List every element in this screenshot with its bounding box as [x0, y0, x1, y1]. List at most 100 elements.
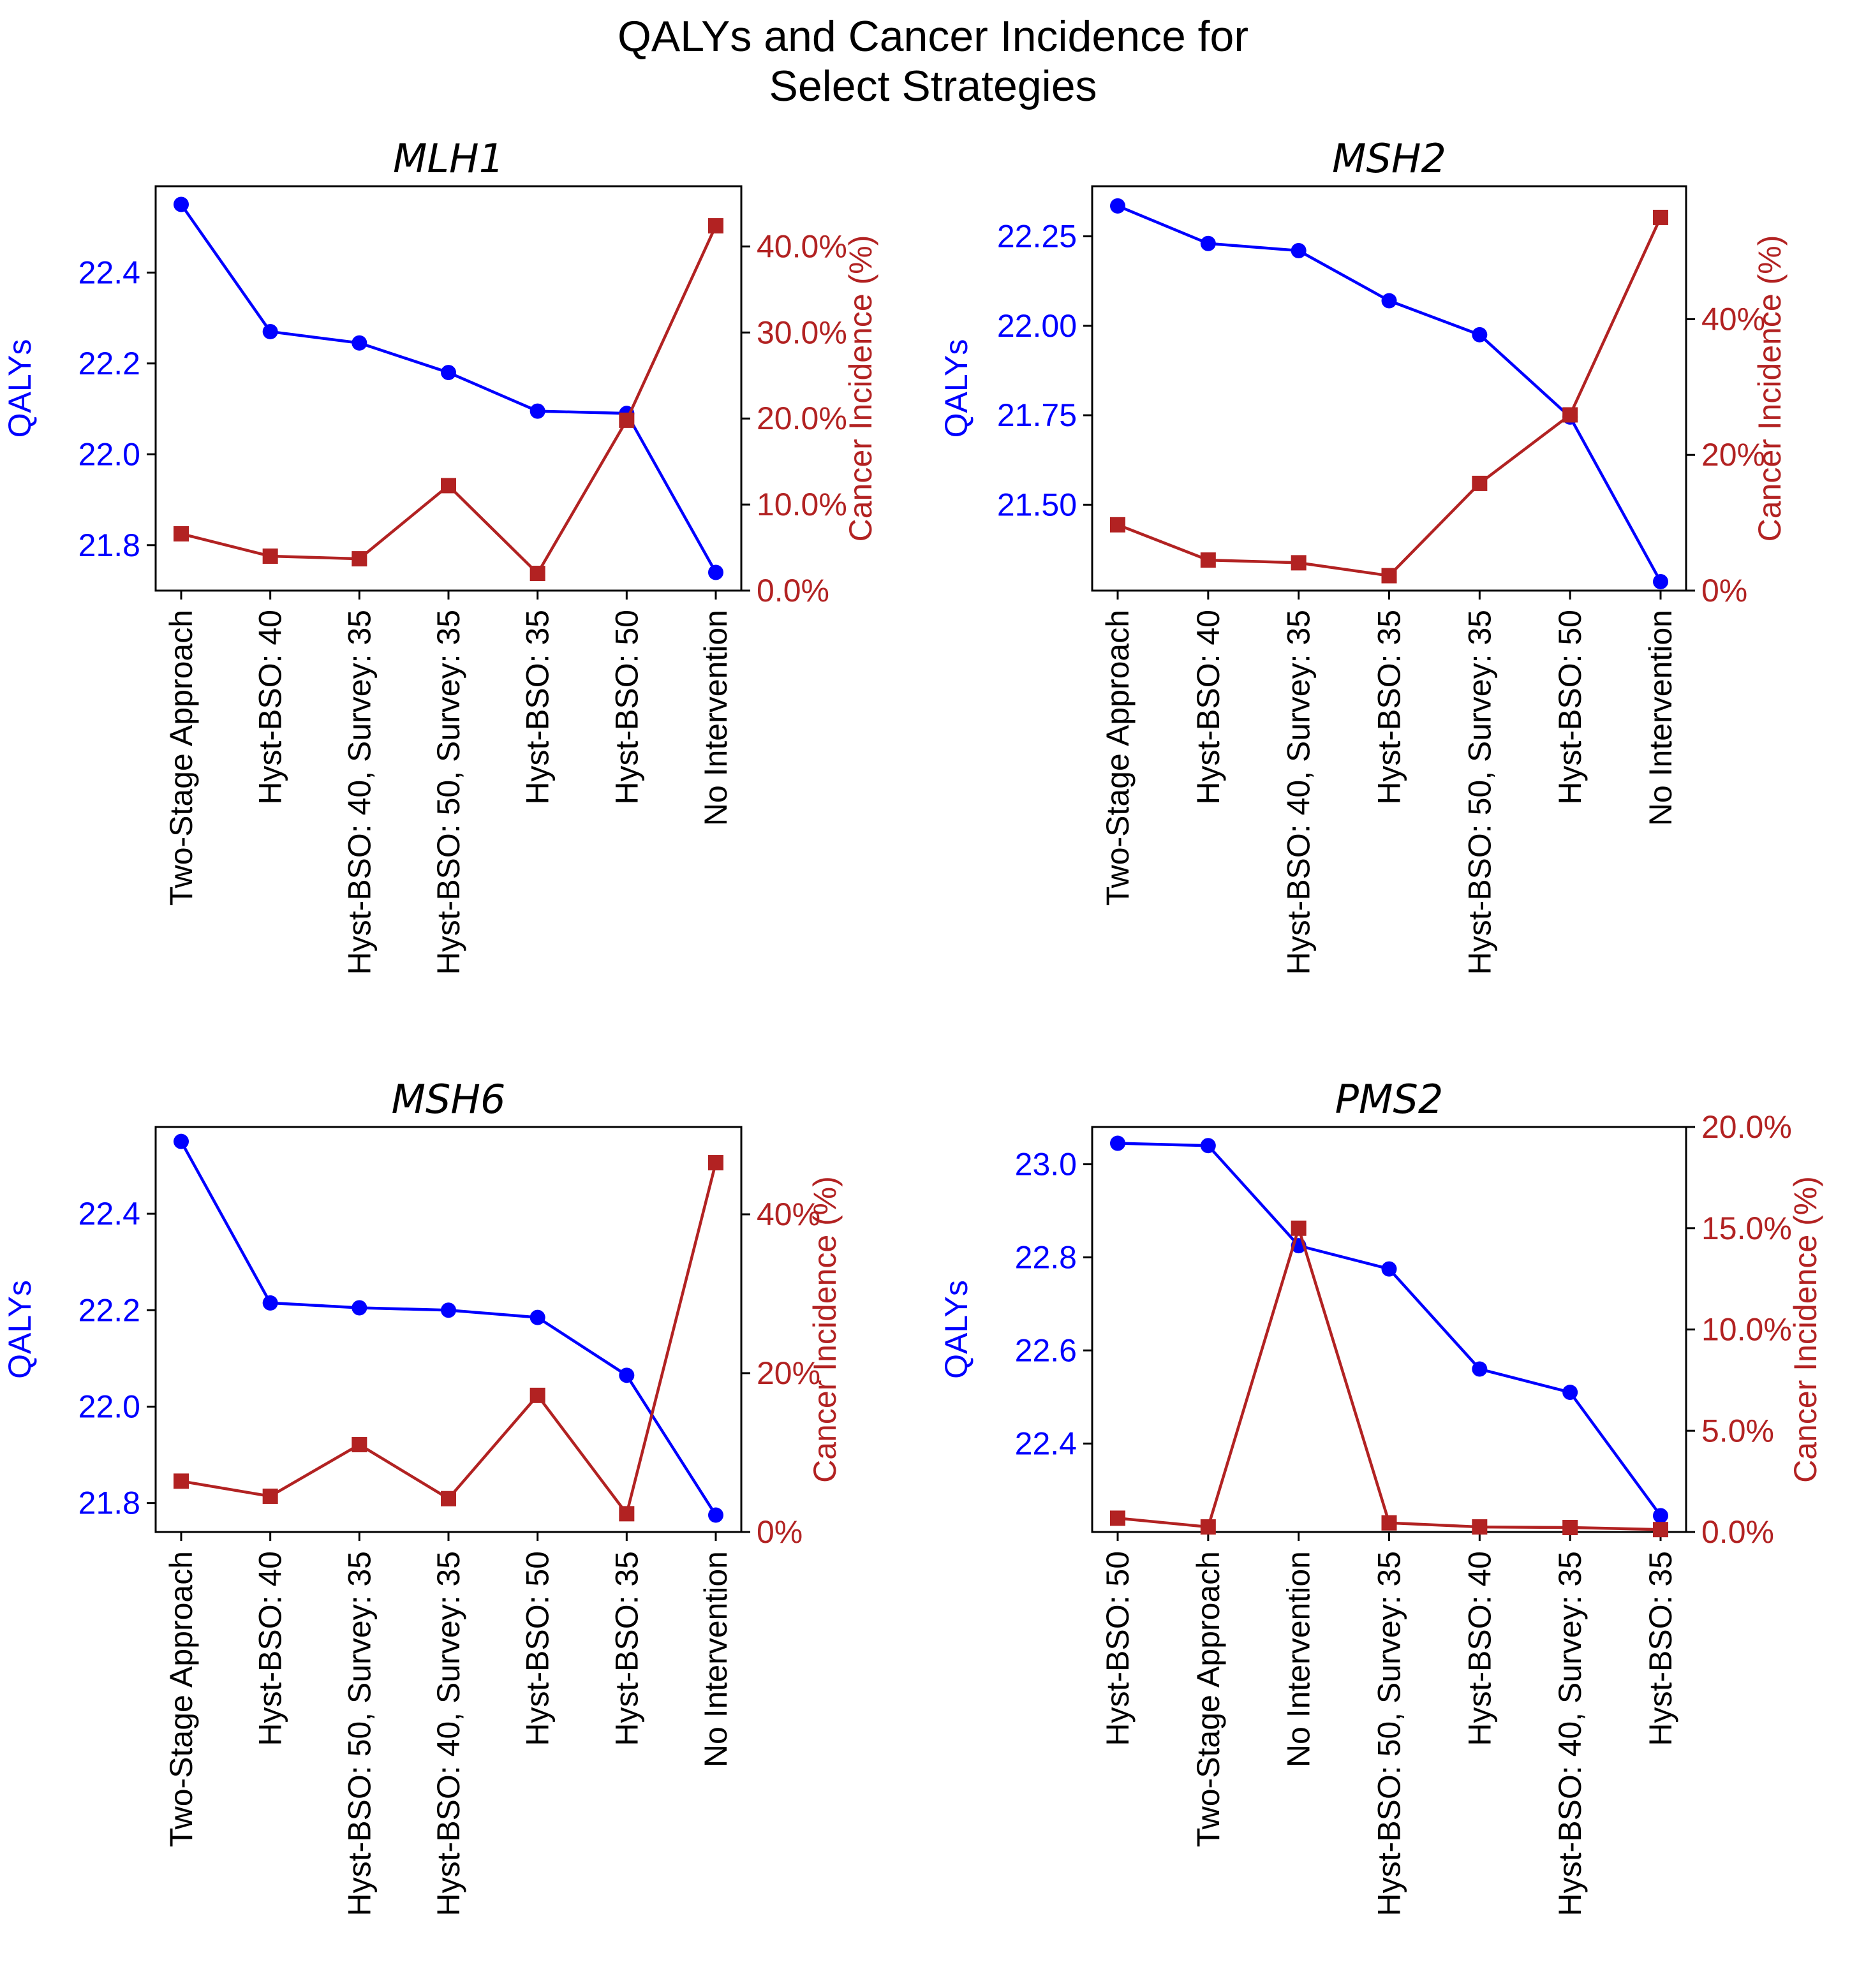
panel-title: MSH6: [392, 1076, 506, 1123]
x-tick-label: Hyst-BSO: 50, Survey: 35: [1462, 610, 1497, 975]
left-axis-label: QALYs: [2, 339, 38, 438]
cancer-point: [529, 1387, 545, 1403]
qaly-point: [1653, 573, 1668, 589]
left-tick-label: 22.00: [997, 308, 1077, 344]
cancer-point: [174, 526, 189, 541]
qaly-point: [1562, 1385, 1578, 1401]
qaly-point: [1381, 1261, 1397, 1277]
panel-pms2: PMS2 22.4 22.6 22.8 23.0 0.0% 5.0% 10.0% 15.0% 20…: [938, 1076, 1823, 1916]
cancer-series-line: [181, 225, 718, 575]
left-tick-label: 21.8: [78, 1485, 140, 1521]
qaly-point: [441, 365, 456, 381]
figure-title-line-1: QALYs and Cancer Incidence for: [617, 12, 1249, 61]
x-tick-label: Two-Stage Approach: [1190, 1551, 1226, 1847]
x-tick-label: Hyst-BSO: 40, Survey: 35: [431, 1551, 466, 1916]
cancer-point: [1291, 555, 1307, 571]
cancer-point: [619, 1506, 635, 1522]
x-tick-label: Hyst-BSO: 40, Survey: 35: [341, 610, 377, 975]
right-tick-label: 20%: [1701, 437, 1765, 473]
x-tick-label: Hyst-BSO: 50: [609, 610, 644, 805]
left-tick-label: 23.0: [1015, 1146, 1077, 1182]
left-tick-label: 21.50: [997, 487, 1077, 522]
cancer-point: [262, 1488, 278, 1504]
right-tick-label: 0.0%: [757, 573, 829, 608]
qaly-point: [174, 1133, 189, 1149]
right-tick-label: 15.0%: [1701, 1211, 1792, 1246]
cancer-point: [1110, 1510, 1125, 1526]
qaly-point: [1381, 293, 1397, 309]
x-tick-label: Hyst-BSO: 35: [609, 1551, 644, 1746]
left-tick-label: 22.8: [1015, 1239, 1077, 1275]
cancer-point: [352, 551, 367, 567]
right-axis-label: Cancer Incidence (%): [1752, 235, 1788, 542]
left-tick-label: 21.75: [997, 397, 1077, 433]
panel-title: PMS2: [1335, 1076, 1444, 1123]
qaly-point: [262, 323, 278, 339]
cancer-point: [1472, 1519, 1488, 1535]
right-tick-label: 10.0%: [757, 487, 847, 522]
qaly-point: [352, 335, 367, 351]
cancer-point: [529, 566, 545, 582]
right-tick-label: 0.0%: [1701, 1514, 1774, 1550]
right-tick-label: 0%: [757, 1514, 803, 1550]
qaly-point: [441, 1302, 456, 1318]
left-tick-label: 22.25: [997, 219, 1077, 254]
cancer-point: [1562, 407, 1578, 423]
left-tick-label: 22.0: [78, 436, 140, 472]
qaly-point: [1110, 1135, 1125, 1151]
cancer-point: [262, 549, 278, 564]
right-tick-label: 40%: [757, 1196, 820, 1232]
figure-title-line-2: Select Strategies: [769, 62, 1097, 110]
x-tick-label: Hyst-BSO: 50, Survey: 35: [341, 1551, 377, 1916]
plot-frame: [1091, 1126, 1687, 1533]
left-tick-label: 22.0: [78, 1388, 140, 1424]
cancer-point: [352, 1437, 367, 1453]
left-tick-label: 22.4: [1015, 1425, 1077, 1461]
plot-frame: [1091, 185, 1687, 592]
cancer-point: [1110, 517, 1125, 533]
panel-msh2: MSH2 21.50 21.75 22.00 22.25 0% 20% 40% QALYs Can…: [938, 135, 1788, 975]
cancer-series-line: [1117, 216, 1662, 577]
qaly-point: [1200, 235, 1216, 251]
x-tick-label: Hyst-BSO: 35: [520, 610, 556, 805]
right-tick-label: 40.0%: [757, 228, 847, 264]
qaly-point: [1291, 242, 1307, 258]
cancer-point: [441, 1491, 456, 1506]
x-tick-label: No Intervention: [1643, 610, 1678, 826]
x-tick-label: Hyst-BSO: 35: [1643, 1551, 1678, 1746]
qaly-series-line: [1117, 1142, 1662, 1517]
x-tick-label: Hyst-BSO: 50: [520, 1551, 556, 1746]
qaly-point: [1200, 1138, 1216, 1154]
cancer-point: [1200, 552, 1216, 568]
x-tick-label: No Intervention: [1281, 1551, 1317, 1767]
qaly-point: [352, 1300, 367, 1316]
qaly-series-line: [180, 1140, 717, 1516]
x-tick-label: No Intervention: [698, 1551, 734, 1767]
qaly-point: [708, 1507, 723, 1523]
x-tick-label: Two-Stage Approach: [1100, 610, 1136, 906]
cancer-point: [1653, 1522, 1668, 1538]
x-tick-label: Hyst-BSO: 50: [1100, 1551, 1136, 1746]
right-tick-label: 30.0%: [757, 314, 847, 350]
qaly-point: [262, 1295, 278, 1311]
x-tick-label: Hyst-BSO: 40: [1462, 1551, 1497, 1746]
left-tick-label: 22.2: [78, 1292, 140, 1328]
qaly-point: [1472, 1361, 1488, 1377]
cancer-point: [1381, 1515, 1397, 1531]
qaly-point: [529, 403, 545, 419]
right-tick-label: 0%: [1701, 573, 1747, 608]
right-axis-label: Cancer Incidence (%): [1788, 1176, 1823, 1483]
left-tick-label: 22.4: [78, 254, 140, 290]
right-axis-label: Cancer Incidence (%): [807, 1176, 843, 1483]
x-tick-label: Two-Stage Approach: [163, 610, 199, 906]
right-tick-label: 20.0%: [1701, 1109, 1792, 1145]
x-tick-label: Two-Stage Approach: [163, 1551, 199, 1847]
panel-title: MLH1: [393, 135, 504, 182]
panel-title: MSH2: [1332, 135, 1446, 182]
right-tick-label: 20.0%: [757, 401, 847, 436]
cancer-point: [441, 478, 456, 494]
cancer-point: [1200, 1519, 1216, 1535]
left-tick-label: 21.8: [78, 527, 140, 563]
